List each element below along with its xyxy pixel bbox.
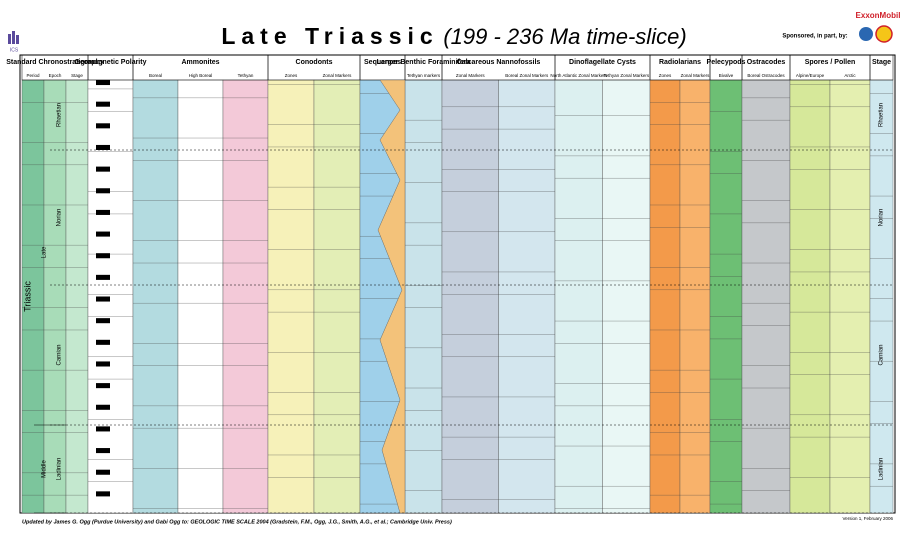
logo-text: ICS <box>10 47 19 53</box>
sub-header: Zones <box>285 73 298 78</box>
polarity-bar <box>96 209 110 215</box>
sub-header: Zonal Markers <box>323 73 353 78</box>
sub-column <box>679 79 711 514</box>
shell-logo <box>875 25 893 43</box>
sub-header: Tethyan Zonal Markers <box>603 73 650 78</box>
stage-label: Rhaetian <box>57 103 63 127</box>
sub-column <box>554 79 603 514</box>
polarity-bar <box>96 296 110 302</box>
sub-header: Boreal <box>149 73 162 78</box>
polarity-bar <box>96 426 110 432</box>
sub-header: Boreal Ostracodes <box>747 73 785 78</box>
polarity-bar <box>96 339 110 345</box>
ics-logo: ICS <box>8 31 19 53</box>
stage-label: Late <box>42 246 48 258</box>
polarity-bar <box>96 188 110 194</box>
polarity-bar <box>96 253 110 259</box>
sub-header: Stage <box>71 73 83 78</box>
sub-column <box>404 79 443 514</box>
sub-header: Arctic <box>844 73 856 78</box>
column-header: Ammonites <box>181 59 219 66</box>
sub-column <box>869 79 894 514</box>
sponsor-logo: ExxonMobil <box>856 11 901 20</box>
polarity-bar <box>96 80 110 86</box>
column-header-box <box>869 54 894 81</box>
sub-column <box>829 79 871 514</box>
column-header: Ostracodes <box>747 59 786 66</box>
polarity-bar <box>96 448 110 454</box>
sub-header: Period <box>26 73 40 78</box>
sub-header: Tethyan <box>238 73 254 78</box>
sub-column <box>602 79 651 514</box>
column-header: Calcareous Nannofossils <box>457 59 541 66</box>
column-header: Standard Chronostratigraphy <box>6 59 104 66</box>
sub-column <box>789 79 831 514</box>
stage-label: Carnian <box>879 344 885 365</box>
stage-label: Middle <box>42 460 48 478</box>
polarity-bar <box>96 101 110 107</box>
column-header: Sequences <box>364 59 401 66</box>
polarity-bar <box>96 404 110 410</box>
column-header: Spores / Pollen <box>805 59 856 66</box>
sub-header: Zonal Markers <box>681 73 711 78</box>
title-sub: (199 - 236 Ma time-slice) <box>443 24 686 49</box>
column-header: Radiolarians <box>659 59 701 66</box>
footer-version: Version 1, February 2006 <box>842 516 893 521</box>
polarity-bar <box>96 231 110 237</box>
polarity-bar <box>96 274 110 280</box>
polarity-bar <box>96 383 110 389</box>
polarity-bar <box>96 144 110 151</box>
sub-header: Alpine/Europe <box>796 73 825 78</box>
polarity-bar <box>96 469 110 475</box>
stage-label: Ladinian <box>879 458 885 481</box>
stage-label: Ladinian <box>57 458 63 481</box>
sub-column <box>441 79 499 514</box>
column-header: Larger Benthic Foraminifera <box>377 59 471 66</box>
sub-column <box>65 79 89 514</box>
polarity-bar <box>96 318 110 324</box>
column-header: Geomagnetic Polarity <box>75 59 147 66</box>
sub-column <box>177 79 224 514</box>
sub-column <box>267 79 315 514</box>
polarity-bar <box>96 123 110 129</box>
sequence-wedges <box>377 79 406 514</box>
sub-column <box>43 79 67 514</box>
sub-header: High Boreal <box>189 73 213 78</box>
title-main: Late Triassic <box>221 23 438 49</box>
column-header: Conodonts <box>296 59 333 66</box>
sub-column <box>498 79 556 514</box>
chevron-logo <box>859 27 873 41</box>
sub-header: Epoch <box>49 73 62 78</box>
sub-header: Boreal Zonal Markers <box>505 73 549 78</box>
sub-header: Zones <box>659 73 672 78</box>
sub-column <box>87 79 134 514</box>
column-header: Pelecypods <box>707 59 746 66</box>
sub-column <box>222 79 269 514</box>
sub-column <box>709 79 743 514</box>
stage-label: Triassic <box>22 281 32 312</box>
sub-header: North Atlantic Zonal Markers <box>550 73 608 78</box>
column-header: Stage <box>872 59 891 66</box>
sub-column <box>649 79 681 514</box>
sub-column <box>741 79 791 514</box>
stage-label: Carnian <box>57 344 63 365</box>
polarity-bar <box>96 361 110 367</box>
sub-column <box>132 79 179 514</box>
columns: Period Epoch Stage Standard Chronostratigra… <box>6 54 894 514</box>
footer-credit: Updated by James G. Ogg (Purdue Universi… <box>22 519 452 525</box>
sponsor-text: Sponsored, in part, by: <box>782 34 847 40</box>
sub-header: Bivalve <box>719 73 734 78</box>
polarity-bar <box>96 491 110 497</box>
sub-header: Tethyan markers <box>407 73 441 78</box>
column-header: Dinoflagellate Cysts <box>569 59 636 66</box>
sub-column <box>313 79 361 514</box>
stage-label: Norian <box>57 209 63 227</box>
stage-label: Rhaetian <box>879 103 885 127</box>
stage-label: Norian <box>879 209 885 227</box>
polarity-bar <box>96 166 110 172</box>
sub-header: Zonal Markers <box>456 73 486 78</box>
